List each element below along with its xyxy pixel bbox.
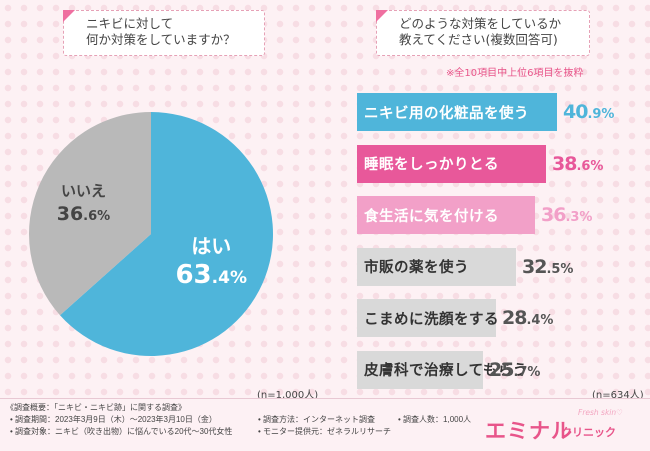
n-left: (n=1,000人) <box>257 390 319 401</box>
bar-value-0: 40.9% <box>563 101 615 123</box>
logo-name: エミナル <box>485 419 573 443</box>
survey-period: • 調査期間：2023年3月9日（木）〜2023年3月10日（金） <box>10 415 217 424</box>
question-left-line1: ニキビに対して <box>86 16 174 31</box>
question-right-box: どのような対策をしているか 教えてください(複数回答可) <box>376 10 590 56</box>
corner-triangle-icon <box>376 10 388 22</box>
question-right-line2: 教えてください(複数回答可) <box>399 32 558 47</box>
survey-provider: • モニター提供元：ゼネラルリサーチ <box>258 427 392 436</box>
survey-method: • 調査方法：インターネット調査 <box>258 415 376 424</box>
corner-triangle-icon <box>63 10 75 22</box>
survey-target: • 調査対象：ニキビ（吹き出物）に悩んでいる20代〜30代女性 <box>10 427 233 436</box>
bar-1: 睡眠をしっかりとる <box>357 144 546 183</box>
logo-sub: クリニック <box>561 426 616 439</box>
bar-value-1: 38.6% <box>552 152 604 175</box>
bar-2: 食生活に気を付ける <box>357 196 535 234</box>
pie-slice-0 <box>59 112 274 356</box>
bar-4: こまめに洗顔をする <box>357 299 499 337</box>
bar-label-4: こまめに洗顔をする <box>364 311 499 328</box>
bar-value-3: 32.5% <box>522 255 574 278</box>
note-top6: ※全10項目中上位6項目を抜粋 <box>446 68 584 79</box>
bar-label-1: 睡眠をしっかりとる <box>364 157 499 173</box>
bar-label-5: 皮膚科で治療してもらう <box>364 363 528 379</box>
bar-value-2: 36.3% <box>541 204 593 226</box>
bar-label-2: 食生活に気を付ける <box>364 208 499 225</box>
question-left-line2: 何か対策をしていますか？ <box>86 32 236 47</box>
bar-label-0: ニキビ用の化粧品を使う <box>364 105 529 122</box>
bar-value-4: 28.4% <box>502 307 554 329</box>
question-left-box: ニキビに対して 何か対策をしていますか？ <box>63 10 265 56</box>
pie-label-0: はい <box>191 234 231 258</box>
bar-3: 市販の薬を使う <box>357 247 516 286</box>
survey-title: 《調査概要：「ニキビ・ニキビ跡」に関する調査》 <box>6 403 186 412</box>
question-right-line1: どのような対策をしているか <box>399 16 562 31</box>
bar-label-3: 市販の薬を使う <box>364 260 469 276</box>
bar-value-5: 25.7% <box>489 358 541 381</box>
bar-5: 皮膚科で治療してもらう <box>357 350 527 389</box>
pie-value-1: 36.6% <box>57 203 110 225</box>
bar-0: ニキビ用の化粧品を使う <box>357 93 557 131</box>
logo-tag: Fresh skin♡ <box>578 408 623 417</box>
n-right: (n=634人) <box>592 390 644 401</box>
pie-value-0: 63.4% <box>175 260 247 290</box>
pie-label-1: いいえ <box>61 182 106 200</box>
survey-count: • 調査人数：1,000人 <box>398 415 472 424</box>
survey-footer: 《調査概要：「ニキビ・ニキビ跡」に関する調査》 • 調査期間：2023年3月9日… <box>0 398 650 451</box>
pie-slice-1 <box>29 112 152 316</box>
